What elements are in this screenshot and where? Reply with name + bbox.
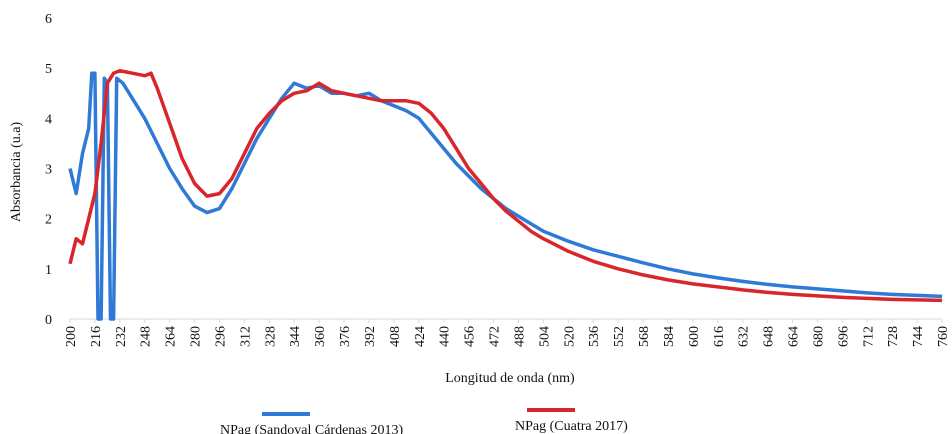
x-tick-label: 408 (388, 326, 403, 347)
x-tick-label: 536 (587, 326, 602, 347)
x-tick-label: 760 (936, 326, 951, 347)
x-tick-label: 744 (911, 326, 926, 347)
x-tick-label: 552 (612, 326, 627, 347)
x-tick-label: 424 (413, 326, 428, 347)
x-axis-label: Longitud de onda (nm) (445, 371, 575, 386)
x-tick-label: 248 (139, 326, 154, 347)
y-tick-label: 4 (45, 112, 52, 127)
y-tick-label: 0 (45, 313, 52, 328)
series-line (68, 71, 943, 321)
x-tick-label: 440 (438, 326, 453, 347)
x-tick-label: 600 (687, 326, 702, 347)
x-tick-label: 616 (712, 326, 727, 347)
x-tick-label: 488 (512, 326, 527, 347)
x-tick-label: 664 (787, 326, 802, 347)
x-tick-label: 632 (737, 326, 752, 347)
y-tick-label: 3 (45, 163, 52, 178)
x-tick-label: 360 (313, 326, 328, 347)
x-tick-label: 456 (463, 326, 478, 347)
series-line (68, 68, 943, 303)
x-tick-label: 392 (363, 326, 378, 347)
y-axis-label: Absorbancia (u.a) (9, 122, 24, 223)
x-tick-label: 344 (288, 326, 303, 347)
legend-label: NPag (Sandoval Cárdenas 2013) (220, 423, 403, 434)
x-tick-label: 696 (836, 326, 851, 347)
x-tick-label: 312 (238, 326, 253, 347)
x-tick-label: 296 (213, 326, 228, 347)
x-tick-label: 648 (762, 326, 777, 347)
x-tick-label: 328 (263, 326, 278, 347)
x-tick-label: 712 (861, 326, 876, 347)
y-tick-label: 2 (45, 213, 52, 228)
x-tick-label: 584 (662, 326, 677, 347)
x-tick-label: 504 (537, 326, 552, 347)
x-tick-label: 376 (338, 326, 353, 347)
x-tick-label: 216 (89, 326, 104, 347)
y-tick-label: 5 (45, 62, 52, 77)
x-tick-label: 280 (189, 326, 204, 347)
x-tick-label: 200 (64, 326, 79, 347)
x-tick-label: 232 (114, 326, 129, 347)
x-tick-label: 680 (811, 326, 826, 347)
y-tick-label: 6 (45, 12, 52, 27)
x-tick-label: 472 (488, 326, 503, 347)
x-tick-label: 728 (886, 326, 901, 347)
y-tick-label: 1 (45, 263, 52, 278)
x-tick-label: 520 (562, 326, 577, 347)
x-tick-label: 264 (164, 326, 179, 347)
legend-label: NPag (Cuatra 2017) (515, 419, 628, 434)
x-tick-label: 568 (637, 326, 652, 347)
